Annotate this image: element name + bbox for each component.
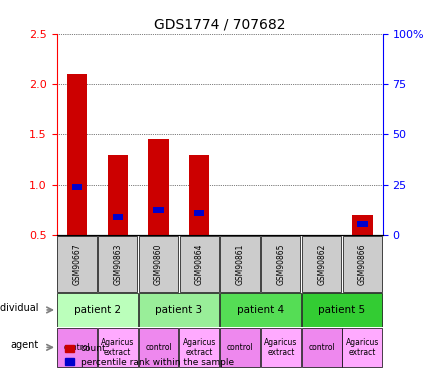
FancyBboxPatch shape [138, 236, 178, 291]
Bar [107, 154, 128, 235]
FancyBboxPatch shape [261, 236, 300, 291]
FancyBboxPatch shape [57, 328, 97, 367]
Text: GSM90860: GSM90860 [154, 243, 163, 285]
FancyBboxPatch shape [220, 293, 300, 327]
FancyBboxPatch shape [220, 328, 260, 367]
FancyBboxPatch shape [98, 328, 138, 367]
Bar [72, 184, 82, 190]
FancyBboxPatch shape [342, 236, 381, 291]
Legend: count, percentile rank within the sample: count, percentile rank within the sample [61, 341, 237, 370]
FancyBboxPatch shape [220, 236, 259, 291]
Text: control: control [145, 343, 171, 352]
FancyBboxPatch shape [179, 236, 218, 291]
FancyBboxPatch shape [138, 293, 219, 327]
Bar [148, 140, 168, 235]
Text: patient 2: patient 2 [74, 305, 121, 315]
Text: Agaricus
extract: Agaricus extract [182, 338, 215, 357]
Bar [66, 74, 87, 235]
Bar [356, 221, 367, 227]
Bar [194, 210, 204, 216]
Text: GSM90667: GSM90667 [72, 243, 81, 285]
Text: individual: individual [0, 303, 38, 313]
Text: control: control [226, 343, 253, 352]
Text: Agaricus
extract: Agaricus extract [263, 338, 297, 357]
Bar [352, 215, 372, 235]
Text: patient 5: patient 5 [318, 305, 365, 315]
Bar [112, 214, 122, 220]
FancyBboxPatch shape [98, 236, 137, 291]
Text: GSM90861: GSM90861 [235, 243, 244, 285]
FancyBboxPatch shape [138, 328, 178, 367]
FancyBboxPatch shape [342, 328, 381, 367]
FancyBboxPatch shape [301, 236, 340, 291]
Text: Agaricus
extract: Agaricus extract [345, 338, 378, 357]
Text: control: control [63, 343, 90, 352]
Bar [189, 154, 209, 235]
FancyBboxPatch shape [57, 293, 138, 327]
Text: agent: agent [10, 340, 38, 350]
FancyBboxPatch shape [260, 328, 300, 367]
Text: patient 4: patient 4 [237, 305, 283, 315]
FancyBboxPatch shape [301, 293, 381, 327]
Title: GDS1774 / 707682: GDS1774 / 707682 [154, 17, 285, 31]
FancyBboxPatch shape [301, 328, 341, 367]
Text: GSM90863: GSM90863 [113, 243, 122, 285]
Text: Agaricus
extract: Agaricus extract [101, 338, 134, 357]
Text: GSM90865: GSM90865 [276, 243, 285, 285]
Text: GSM90866: GSM90866 [357, 243, 366, 285]
Text: control: control [308, 343, 334, 352]
FancyBboxPatch shape [57, 236, 96, 291]
Text: GSM90862: GSM90862 [316, 243, 326, 285]
FancyBboxPatch shape [179, 328, 219, 367]
Text: patient 3: patient 3 [155, 305, 202, 315]
Bar [153, 207, 163, 213]
Text: GSM90864: GSM90864 [194, 243, 203, 285]
